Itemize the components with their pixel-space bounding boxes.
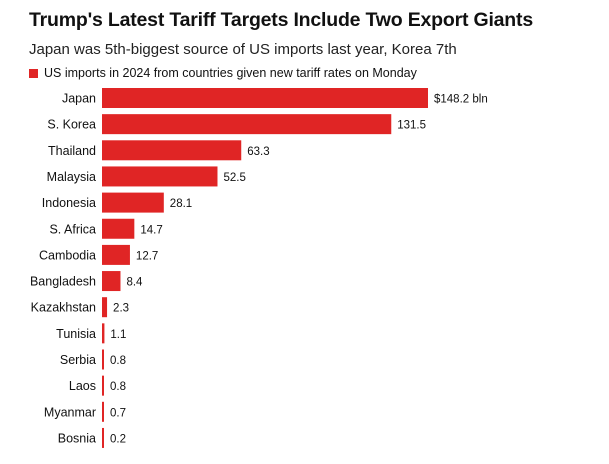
bar — [102, 244, 130, 265]
value-label: 52.5 — [223, 172, 245, 184]
bar — [102, 271, 121, 292]
bar — [102, 297, 108, 318]
bar — [102, 427, 104, 448]
value-label: 63.3 — [247, 146, 269, 158]
category-label: Myanmar — [44, 405, 96, 419]
value-label: 14.7 — [140, 224, 162, 236]
bar — [102, 192, 164, 213]
bar — [102, 218, 135, 239]
value-label: 0.8 — [110, 355, 126, 367]
category-label: Kazakhstan — [31, 301, 96, 315]
category-label: Malaysia — [47, 170, 96, 184]
value-label: 8.4 — [126, 277, 143, 289]
category-label: Laos — [69, 379, 96, 393]
value-label: $148.2 bln — [434, 94, 488, 106]
category-label: Tunisia — [56, 327, 96, 341]
value-label: 0.2 — [110, 433, 126, 445]
category-label: Serbia — [60, 353, 96, 367]
legend-swatch — [29, 68, 38, 78]
legend: US imports in 2024 from countries given … — [29, 66, 417, 80]
bar — [102, 88, 428, 108]
category-label: Japan — [62, 92, 96, 106]
category-label: Cambodia — [39, 248, 96, 262]
bar — [102, 349, 104, 370]
category-label: Bosnia — [58, 431, 96, 445]
bar — [102, 114, 392, 135]
bar — [102, 375, 104, 396]
category-label: Thailand — [48, 144, 96, 158]
chart-title: Trump's Latest Tariff Targets Include Tw… — [29, 9, 533, 31]
value-label: 0.7 — [110, 407, 126, 419]
value-label: 28.1 — [170, 198, 192, 210]
bar — [102, 401, 104, 422]
value-label: 0.8 — [110, 381, 126, 393]
bar — [102, 323, 105, 344]
legend-label: US imports in 2024 from countries given … — [44, 66, 417, 80]
value-label: 131.5 — [397, 120, 426, 132]
bar — [102, 166, 218, 187]
bar — [102, 140, 242, 161]
category-label: S. Korea — [47, 118, 96, 132]
category-label: Bangladesh — [30, 275, 96, 289]
category-label: S. Africa — [49, 222, 96, 236]
category-label: Indonesia — [42, 196, 96, 210]
value-label: 2.3 — [113, 303, 129, 315]
value-label: 12.7 — [136, 250, 158, 262]
chart-subtitle: Japan was 5th-biggest source of US impor… — [29, 41, 457, 58]
value-label: 1.1 — [110, 329, 126, 341]
